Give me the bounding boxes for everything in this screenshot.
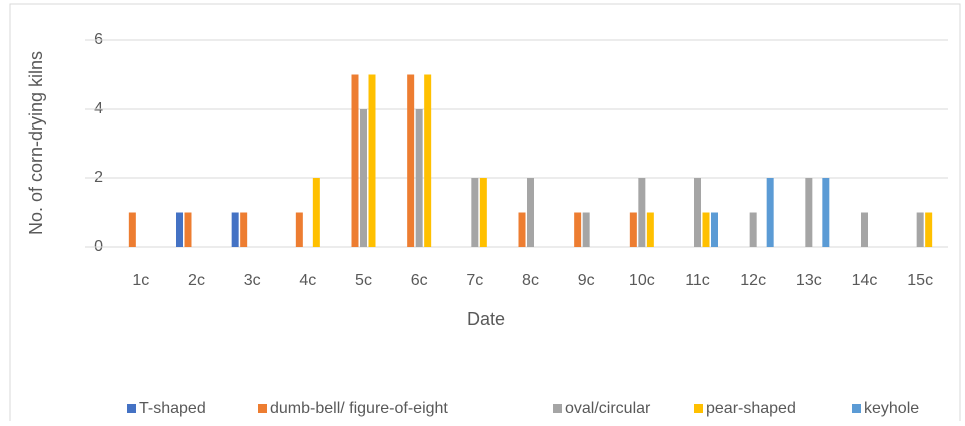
y-axis-label: No. of corn-drying kilns: [26, 51, 46, 235]
x-tick-label: 6c: [411, 272, 428, 289]
bar: [312, 178, 320, 247]
legend-label: oval/circular: [565, 400, 651, 417]
bar: [518, 212, 526, 247]
x-tick-label: 12c: [740, 272, 766, 289]
bar: [646, 212, 654, 247]
bar: [749, 212, 757, 247]
legend-swatch: [553, 404, 562, 413]
legend-label: keyhole: [864, 400, 919, 417]
bar: [711, 212, 718, 247]
bar: [574, 212, 582, 247]
x-tick-label: 8c: [522, 272, 539, 289]
bar: [638, 178, 646, 247]
bar: [861, 212, 868, 247]
bar: [527, 178, 534, 247]
x-tick-label: 2c: [188, 272, 205, 289]
legend-label: dumb-bell/ figure-of-eight: [270, 400, 448, 417]
bar: [240, 212, 248, 247]
bar: [702, 212, 710, 247]
bar: [368, 74, 376, 247]
x-tick-label: 5c: [355, 272, 372, 289]
x-tick-label: 1c: [132, 272, 149, 289]
x-axis-label: Date: [467, 309, 505, 329]
bar: [351, 74, 359, 247]
legend-swatch: [852, 404, 861, 413]
bar: [925, 212, 933, 247]
bar: [805, 178, 813, 247]
bar: [479, 178, 487, 247]
bar: [424, 74, 432, 247]
x-tick-label: 14c: [852, 272, 878, 289]
x-tick-label: 10c: [629, 272, 655, 289]
bar: [231, 212, 239, 247]
bar: [360, 109, 367, 247]
bar: [629, 212, 637, 247]
x-tick-label: 11c: [685, 272, 710, 289]
x-tick-label: 3c: [244, 272, 261, 289]
bar: [694, 178, 701, 247]
legend-swatch: [258, 404, 267, 413]
legend-label: T-shaped: [139, 400, 206, 417]
x-tick-label: 13c: [796, 272, 822, 289]
bar: [822, 178, 830, 247]
bar: [916, 212, 924, 247]
x-tick-label: 15c: [907, 272, 933, 289]
legend-swatch: [127, 404, 136, 413]
bar: [407, 74, 415, 247]
bar: [295, 212, 303, 247]
legend-label: pear-shaped: [706, 400, 796, 417]
bar: [176, 212, 183, 247]
bar: [415, 109, 423, 247]
legend-swatch: [694, 404, 703, 413]
bar: [184, 212, 192, 247]
bar: [766, 178, 774, 247]
bar: [471, 178, 479, 247]
bar: [582, 212, 590, 247]
x-tick-label: 9c: [578, 272, 595, 289]
x-tick-label: 4c: [299, 272, 316, 289]
x-tick-label: 7c: [466, 272, 483, 289]
bar: [128, 212, 136, 247]
